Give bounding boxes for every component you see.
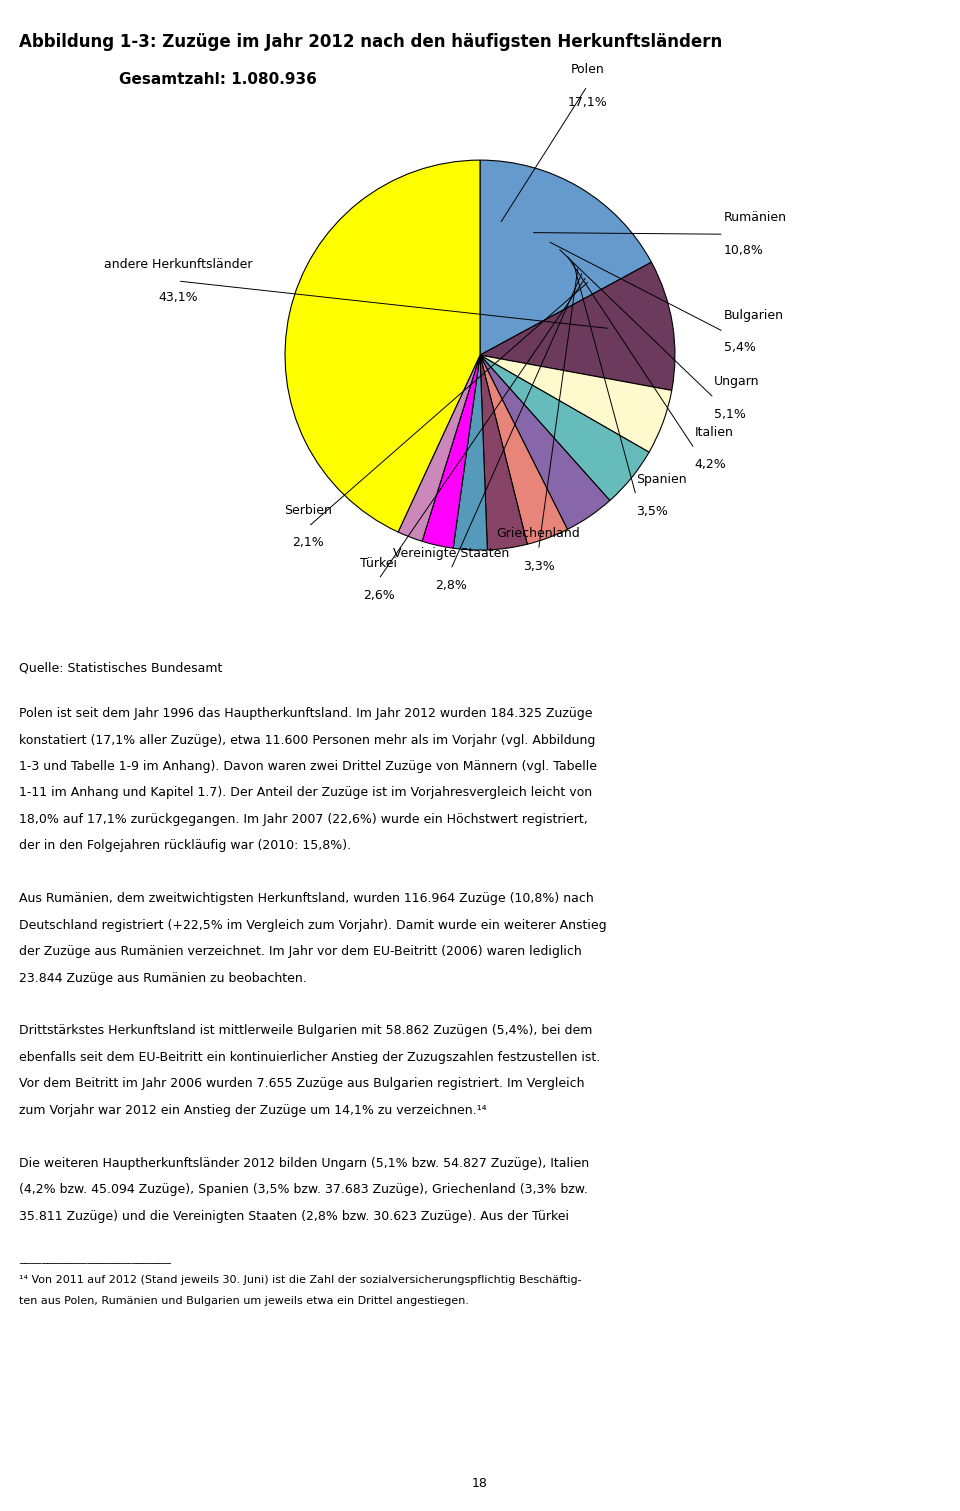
Wedge shape bbox=[285, 160, 480, 532]
Wedge shape bbox=[480, 355, 649, 500]
Text: Bulgarien: Bulgarien bbox=[724, 308, 783, 322]
Text: ebenfalls seit dem EU-Beitritt ein kontinuierlicher Anstieg der Zuzugszahlen fes: ebenfalls seit dem EU-Beitritt ein konti… bbox=[19, 1052, 600, 1064]
Text: der Zuzüge aus Rumänien verzeichnet. Im Jahr vor dem EU-Beitritt (2006) waren le: der Zuzüge aus Rumänien verzeichnet. Im … bbox=[19, 946, 582, 958]
Text: 4,2%: 4,2% bbox=[694, 458, 726, 471]
Text: Vereinigte Staaten: Vereinigte Staaten bbox=[393, 547, 509, 559]
Text: Deutschland registriert (+22,5% im Vergleich zum Vorjahr). Damit wurde ein weite: Deutschland registriert (+22,5% im Vergl… bbox=[19, 919, 607, 932]
Wedge shape bbox=[398, 355, 480, 541]
Text: ___________________________: ___________________________ bbox=[19, 1254, 171, 1265]
Text: Die weiteren Hauptherkunftsländer 2012 bilden Ungarn (5,1% bzw. 54.827 Zuzüge), : Die weiteren Hauptherkunftsländer 2012 b… bbox=[19, 1157, 589, 1170]
Text: Abbildung 1-3: Zuzüge im Jahr 2012 nach den häufigsten Herkunftsländern: Abbildung 1-3: Zuzüge im Jahr 2012 nach … bbox=[19, 33, 723, 51]
Text: Aus Rumänien, dem zweitwichtigsten Herkunftsland, wurden 116.964 Zuzüge (10,8%) : Aus Rumänien, dem zweitwichtigsten Herku… bbox=[19, 891, 594, 905]
Text: 23.844 Zuzüge aus Rumänien zu beobachten.: 23.844 Zuzüge aus Rumänien zu beobachten… bbox=[19, 972, 307, 985]
Text: 18: 18 bbox=[472, 1476, 488, 1490]
Text: 18,0% auf 17,1% zurückgegangen. Im Jahr 2007 (22,6%) wurde ein Höchstwert regist: 18,0% auf 17,1% zurückgegangen. Im Jahr … bbox=[19, 813, 588, 827]
Text: Türkei: Türkei bbox=[360, 556, 397, 570]
Text: 2,1%: 2,1% bbox=[293, 536, 324, 550]
Text: Serbien: Serbien bbox=[284, 503, 332, 517]
Text: 35.811 Zuzüge) und die Vereinigten Staaten (2,8% bzw. 30.623 Zuzüge). Aus der Tü: 35.811 Zuzüge) und die Vereinigten Staat… bbox=[19, 1209, 569, 1222]
Text: Polen ist seit dem Jahr 1996 das Hauptherkunftsland. Im Jahr 2012 wurden 184.325: Polen ist seit dem Jahr 1996 das Haupthe… bbox=[19, 707, 592, 721]
Text: ten aus Polen, Rumänien und Bulgarien um jeweils etwa ein Drittel angestiegen.: ten aus Polen, Rumänien und Bulgarien um… bbox=[19, 1296, 469, 1307]
Text: 1-3 und Tabelle 1-9 im Anhang). Davon waren zwei Drittel Zuzüge von Männern (vgl: 1-3 und Tabelle 1-9 im Anhang). Davon wa… bbox=[19, 760, 597, 774]
Wedge shape bbox=[422, 355, 480, 548]
Text: Gesamtzahl: 1.080.936: Gesamtzahl: 1.080.936 bbox=[119, 73, 317, 88]
Text: der in den Folgejahren rückläufig war (2010: 15,8%).: der in den Folgejahren rückläufig war (2… bbox=[19, 840, 351, 852]
Text: 5,1%: 5,1% bbox=[714, 408, 746, 420]
Text: Vor dem Beitritt im Jahr 2006 wurden 7.655 Zuzüge aus Bulgarien registriert. Im : Vor dem Beitritt im Jahr 2006 wurden 7.6… bbox=[19, 1077, 585, 1091]
Text: andere Herkunftsländer: andere Herkunftsländer bbox=[104, 258, 252, 272]
Text: 43,1%: 43,1% bbox=[158, 290, 198, 304]
Text: 2,6%: 2,6% bbox=[363, 589, 395, 601]
Wedge shape bbox=[480, 355, 672, 452]
Text: Quelle: Statistisches Bundesamt: Quelle: Statistisches Bundesamt bbox=[19, 662, 223, 675]
Wedge shape bbox=[480, 355, 527, 550]
Text: Drittstärkstes Herkunftsland ist mittlerweile Bulgarien mit 58.862 Zuzügen (5,4%: Drittstärkstes Herkunftsland ist mittler… bbox=[19, 1024, 592, 1038]
Text: 10,8%: 10,8% bbox=[724, 243, 763, 257]
Text: 3,3%: 3,3% bbox=[522, 559, 554, 573]
Text: Spanien: Spanien bbox=[636, 473, 686, 485]
Text: zum Vorjahr war 2012 ein Anstieg der Zuzüge um 14,1% zu verzeichnen.¹⁴: zum Vorjahr war 2012 ein Anstieg der Zuz… bbox=[19, 1103, 487, 1117]
Text: Rumänien: Rumänien bbox=[724, 212, 786, 225]
Text: Griechenland: Griechenland bbox=[496, 527, 581, 541]
Text: Polen: Polen bbox=[570, 63, 604, 76]
Text: Italien: Italien bbox=[694, 426, 733, 438]
Text: Ungarn: Ungarn bbox=[714, 375, 759, 388]
Wedge shape bbox=[453, 355, 488, 550]
Text: 1-11 im Anhang und Kapitel 1.7). Der Anteil der Zuzüge ist im Vorjahresvergleich: 1-11 im Anhang und Kapitel 1.7). Der Ant… bbox=[19, 786, 592, 799]
Text: ¹⁴ Von 2011 auf 2012 (Stand jeweils 30. Juni) ist die Zahl der sozialversicherun: ¹⁴ Von 2011 auf 2012 (Stand jeweils 30. … bbox=[19, 1275, 582, 1286]
Text: 17,1%: 17,1% bbox=[567, 95, 607, 109]
Wedge shape bbox=[480, 355, 567, 544]
Wedge shape bbox=[480, 160, 652, 355]
Wedge shape bbox=[480, 263, 675, 390]
Text: konstatiert (17,1% aller Zuzüge), etwa 11.600 Personen mehr als im Vorjahr (vgl.: konstatiert (17,1% aller Zuzüge), etwa 1… bbox=[19, 733, 595, 746]
Text: 2,8%: 2,8% bbox=[435, 579, 467, 592]
Wedge shape bbox=[480, 355, 610, 529]
Text: (4,2% bzw. 45.094 Zuzüge), Spanien (3,5% bzw. 37.683 Zuzüge), Griechenland (3,3%: (4,2% bzw. 45.094 Zuzüge), Spanien (3,5%… bbox=[19, 1183, 588, 1197]
Text: 5,4%: 5,4% bbox=[724, 341, 756, 355]
Text: 3,5%: 3,5% bbox=[636, 505, 668, 518]
